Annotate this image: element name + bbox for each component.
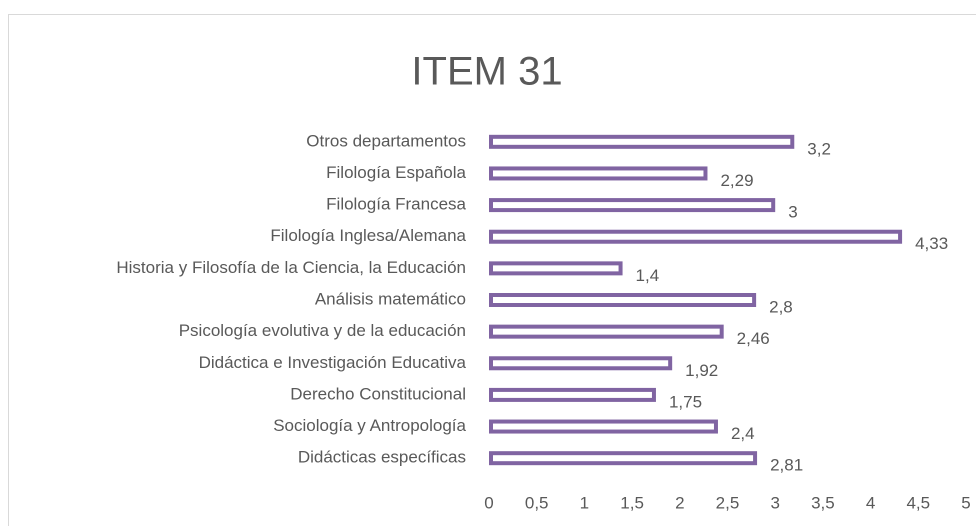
x-tick-label: 3 bbox=[770, 493, 779, 512]
bar bbox=[489, 229, 903, 244]
x-tick-label: 3,5 bbox=[811, 493, 835, 512]
bar bbox=[489, 166, 708, 181]
bar bbox=[489, 198, 776, 213]
x-tick-label: 1 bbox=[580, 493, 589, 512]
value-label: 2,8 bbox=[769, 297, 793, 316]
y-tick-label: Filología Francesa bbox=[326, 195, 466, 214]
y-tick-label: Historia y Filosofía de la Ciencia, la E… bbox=[116, 258, 466, 277]
y-tick-label: Análisis matemático bbox=[315, 289, 466, 308]
x-tick-label: 2 bbox=[675, 493, 684, 512]
y-tick-label: Didácticas específicas bbox=[298, 448, 466, 467]
bar bbox=[489, 134, 795, 149]
y-tick-label: Otros departamentos bbox=[306, 131, 466, 150]
value-label: 1,4 bbox=[636, 266, 660, 285]
x-tick-label: 2,5 bbox=[716, 493, 740, 512]
y-tick-label: Psicología evolutiva y de la educación bbox=[179, 321, 466, 340]
bar bbox=[489, 261, 623, 276]
value-label: 3,2 bbox=[807, 139, 831, 158]
y-tick-label: Didáctica e Investigación Educativa bbox=[199, 353, 467, 372]
x-tick-label: 1,5 bbox=[620, 493, 644, 512]
bar bbox=[489, 419, 718, 434]
value-label: 2,4 bbox=[731, 424, 755, 443]
y-tick-label: Sociología y Antropología bbox=[273, 416, 466, 435]
bar bbox=[489, 356, 673, 371]
value-label: 2,81 bbox=[770, 456, 803, 475]
value-label: 1,75 bbox=[669, 392, 702, 411]
x-tick-label: 4,5 bbox=[906, 493, 930, 512]
chart-title: ITEM 31 bbox=[411, 50, 562, 94]
y-tick-label: Derecho Constitucional bbox=[290, 384, 466, 403]
value-label: 3 bbox=[788, 203, 797, 222]
value-label: 2,46 bbox=[737, 329, 770, 348]
bar bbox=[489, 451, 758, 466]
value-label: 2,29 bbox=[720, 171, 753, 190]
value-label: 1,92 bbox=[685, 361, 718, 380]
x-tick-label: 0 bbox=[484, 493, 493, 512]
x-tick-label: 4 bbox=[866, 493, 875, 512]
y-tick-label: Filología Inglesa/Alemana bbox=[270, 226, 466, 245]
bar bbox=[489, 324, 724, 339]
x-tick-label: 5 bbox=[961, 493, 970, 512]
bar bbox=[489, 293, 757, 307]
x-tick-label: 0,5 bbox=[525, 493, 549, 512]
bar bbox=[489, 387, 656, 402]
value-label: 4,33 bbox=[915, 234, 948, 253]
y-tick-label: Filología Española bbox=[326, 163, 466, 182]
